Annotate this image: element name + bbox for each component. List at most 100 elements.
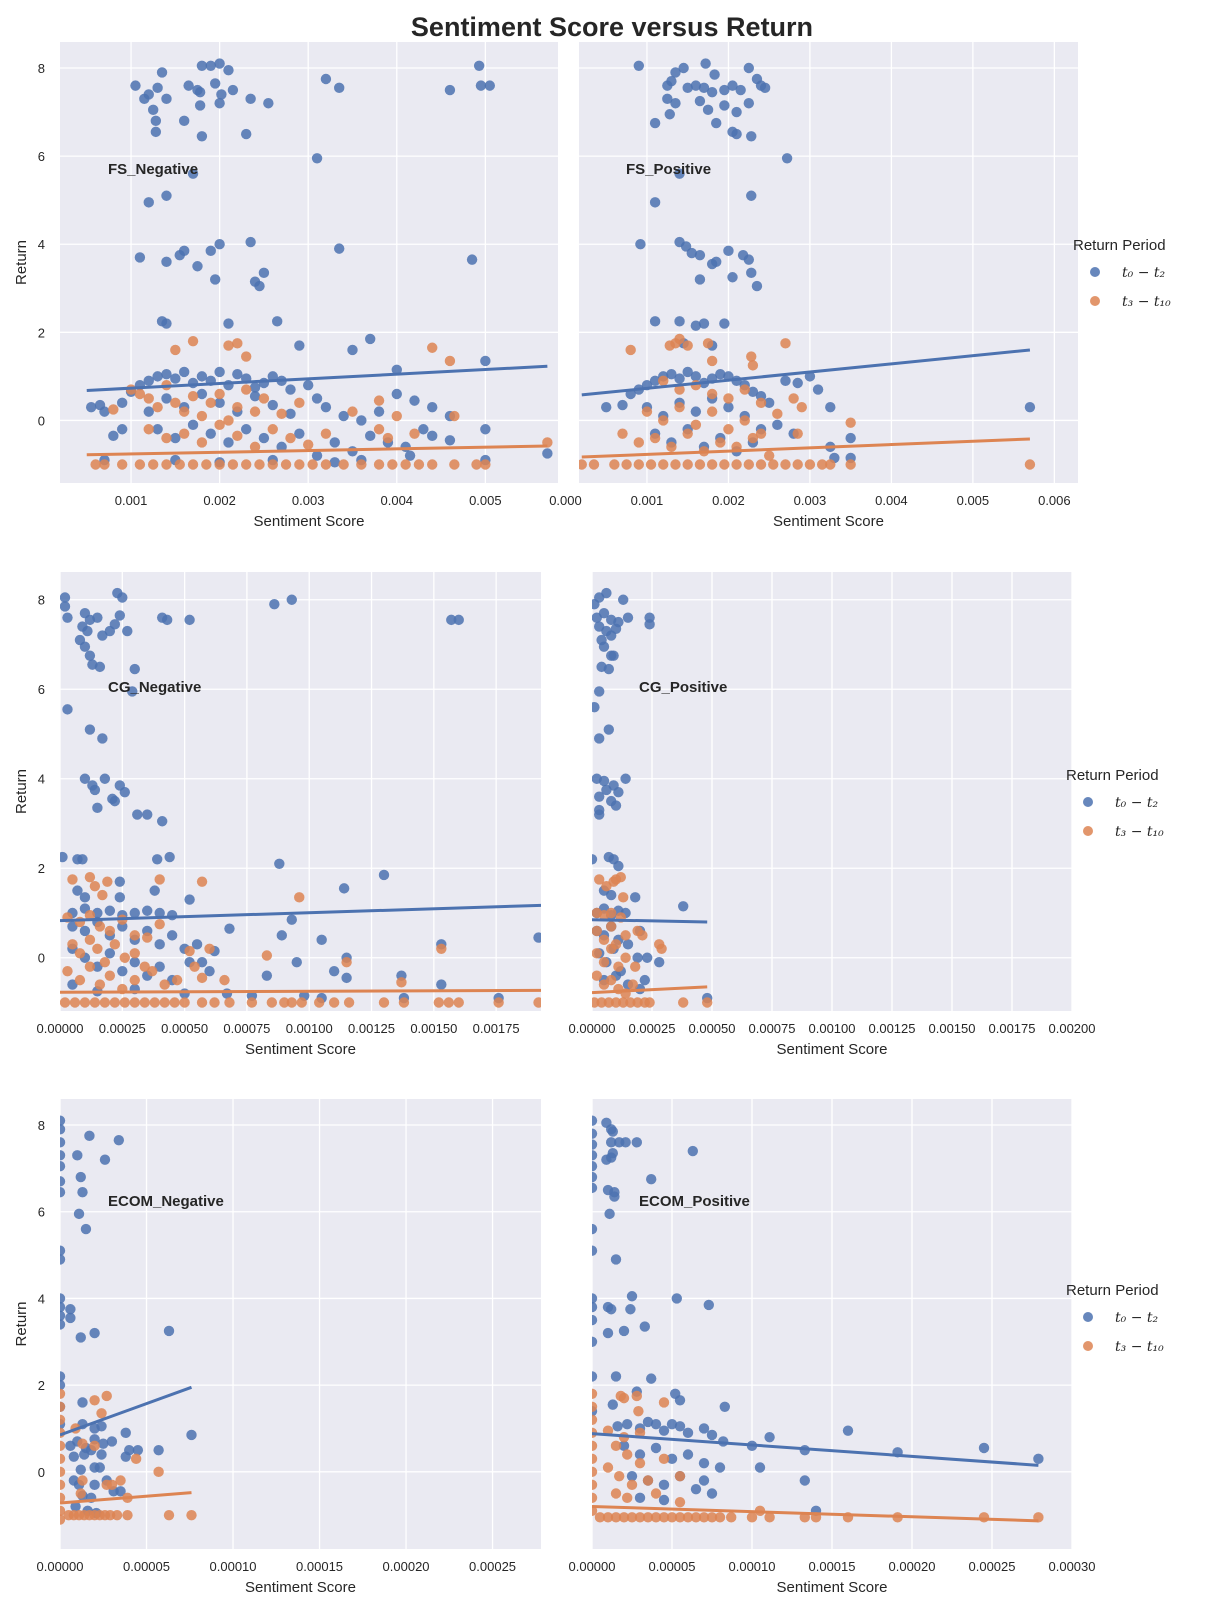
data-point — [719, 1401, 730, 1413]
data-point — [764, 1431, 775, 1443]
data-point — [413, 459, 425, 470]
legend-entry-label: t₀ − t₂ — [1115, 795, 1158, 811]
data-point — [139, 961, 150, 972]
x-tick-label: 0.005 — [957, 493, 990, 508]
data-point — [391, 364, 402, 375]
data-point — [449, 410, 460, 422]
y-tick-label: 8 — [38, 1118, 45, 1133]
data-point — [69, 997, 81, 1008]
data-point — [608, 650, 619, 661]
data-point — [266, 997, 278, 1008]
data-point — [788, 393, 799, 404]
data-point — [755, 428, 767, 439]
data-point — [178, 428, 190, 439]
data-point — [204, 943, 215, 954]
data-point — [630, 892, 641, 903]
figure-title: Sentiment Score versus Return — [411, 12, 813, 42]
x-axis-label: Sentiment Score — [245, 1579, 356, 1596]
data-point — [743, 62, 755, 74]
data-point — [196, 437, 208, 448]
data-point — [89, 1440, 100, 1452]
data-point — [671, 1293, 682, 1304]
data-point — [658, 1453, 670, 1465]
data-point — [610, 800, 622, 811]
data-point — [592, 1160, 598, 1172]
data-point — [60, 1310, 66, 1321]
x-tick-label: 0.004 — [381, 493, 414, 508]
legend-marker — [1083, 1341, 1093, 1351]
data-point — [601, 587, 612, 599]
data-point — [67, 979, 78, 990]
data-point — [224, 923, 235, 934]
x-tick-label: 0.00025 — [969, 1559, 1016, 1574]
data-point — [780, 338, 791, 349]
data-point — [723, 424, 734, 435]
data-point — [94, 661, 106, 673]
data-point — [703, 1299, 714, 1311]
data-point — [99, 406, 110, 417]
data-point — [664, 340, 675, 351]
data-point — [606, 943, 617, 954]
data-point — [334, 243, 345, 254]
data-point — [612, 1421, 623, 1432]
data-point — [1024, 402, 1036, 413]
data-point — [214, 98, 225, 109]
data-point — [232, 430, 243, 442]
data-point — [747, 432, 759, 444]
data-point — [706, 406, 718, 417]
data-point — [654, 957, 665, 968]
data-point — [286, 997, 297, 1008]
data-point — [698, 82, 710, 94]
data-point — [391, 388, 402, 400]
data-point — [480, 459, 491, 470]
data-point — [690, 1512, 702, 1523]
data-point — [607, 1126, 618, 1137]
data-point — [739, 415, 750, 426]
data-point — [214, 58, 225, 69]
x-tick-label: 0.00125 — [348, 1021, 395, 1036]
legend-title: Return Period — [1066, 767, 1159, 784]
x-tick-label: 0.003 — [292, 493, 325, 508]
data-point — [674, 1421, 686, 1432]
data-point — [641, 406, 653, 417]
regression-line-t0-t2 — [592, 918, 708, 924]
data-point — [609, 459, 620, 470]
data-point — [115, 1486, 126, 1497]
legend-entry-label: t₃ − t₁₀ — [1115, 1339, 1164, 1355]
data-point — [436, 943, 447, 954]
data-point — [620, 1137, 631, 1148]
data-point — [607, 1399, 618, 1410]
data-point — [625, 344, 636, 356]
panel-title: CG_Positive — [639, 679, 727, 696]
data-point — [723, 402, 734, 413]
plot-background — [60, 42, 558, 483]
plot-area — [592, 1115, 1044, 1523]
data-point — [678, 997, 689, 1008]
data-point — [625, 997, 636, 1008]
data-point — [706, 1512, 718, 1523]
data-point — [365, 430, 376, 442]
data-point — [205, 60, 216, 71]
data-point — [444, 355, 456, 367]
data-point — [602, 1512, 614, 1523]
data-point — [214, 459, 225, 470]
data-point — [592, 1453, 598, 1465]
data-point — [194, 87, 206, 98]
data-point — [650, 1488, 662, 1499]
data-point — [609, 1191, 620, 1202]
x-tick-label: 0.00000 — [569, 1559, 616, 1574]
data-point — [542, 448, 553, 459]
data-point — [631, 1390, 642, 1402]
data-point — [694, 459, 706, 470]
legend-entry-label: t₃ − t₁₀ — [1115, 824, 1164, 840]
data-point — [60, 601, 71, 612]
data-point — [754, 1462, 766, 1473]
data-point — [694, 95, 706, 107]
data-point — [154, 874, 165, 885]
data-point — [747, 386, 759, 398]
x-tick-label: 0.00005 — [649, 1559, 696, 1574]
data-point — [82, 625, 93, 637]
data-point — [373, 424, 385, 435]
data-point — [373, 406, 385, 417]
data-point — [484, 80, 495, 91]
